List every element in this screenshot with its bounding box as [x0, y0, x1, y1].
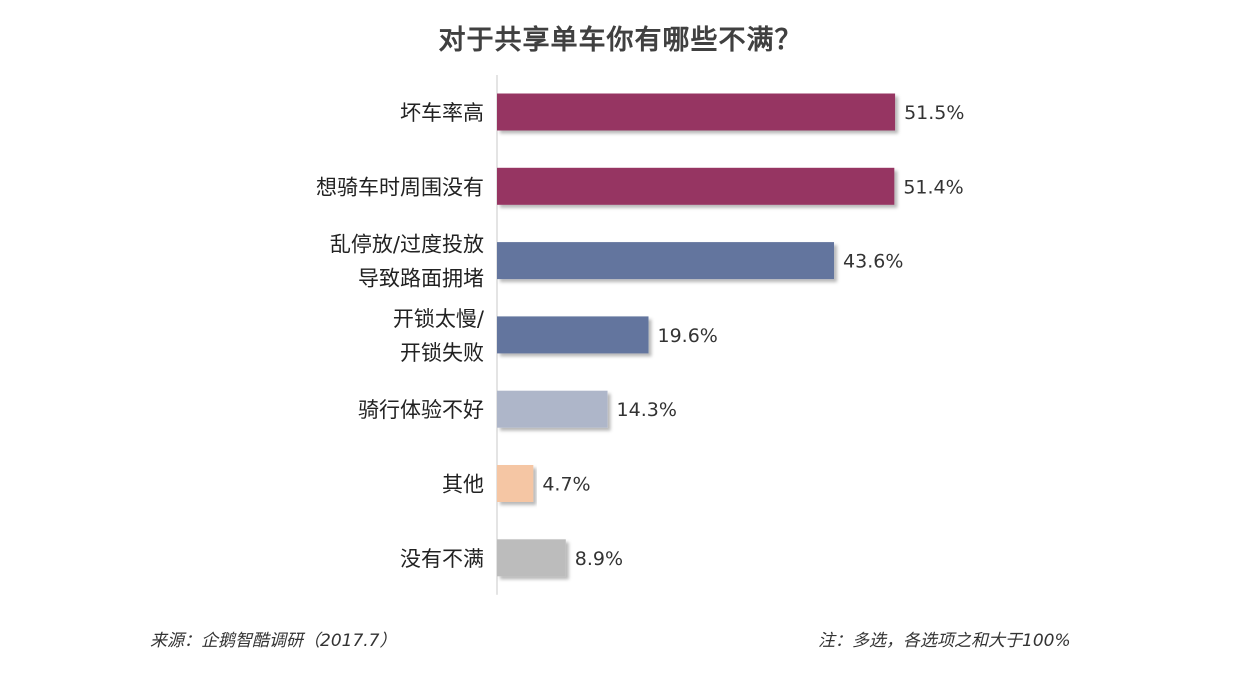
data-label: 19.6% [658, 325, 718, 347]
category-label: 想骑车时周围没有 [316, 175, 484, 199]
source-note: 来源：企鹅智酷调研（2017.7） [150, 631, 397, 651]
bar [497, 316, 649, 354]
category-label: 其他 [442, 473, 484, 497]
bar [497, 465, 534, 502]
data-label: 8.9% [575, 548, 623, 570]
data-label: 14.3% [617, 399, 677, 421]
category-label: 乱停放/过度投放 [330, 233, 484, 257]
category-label: 开锁失败 [400, 341, 484, 365]
data-label: 51.5% [904, 102, 964, 124]
category-label: 没有不满 [400, 547, 484, 571]
bar [497, 167, 895, 205]
category-label: 骑行体验不好 [358, 398, 484, 422]
bar [497, 390, 608, 428]
bar [497, 242, 835, 280]
bar [497, 539, 566, 577]
category-label: 导致路面拥堵 [358, 267, 484, 291]
bar [497, 93, 896, 131]
category-label: 坏车率高 [400, 101, 484, 125]
data-label: 51.4% [903, 176, 963, 198]
data-label: 43.6% [843, 251, 903, 273]
multi-select-note: 注：多选，各选项之和大于100% [818, 631, 1071, 651]
data-label: 4.7% [542, 474, 590, 496]
chart-title: 对于共享单车你有哪些不满？ [438, 25, 803, 56]
category-label: 开锁太慢/ [393, 307, 485, 331]
